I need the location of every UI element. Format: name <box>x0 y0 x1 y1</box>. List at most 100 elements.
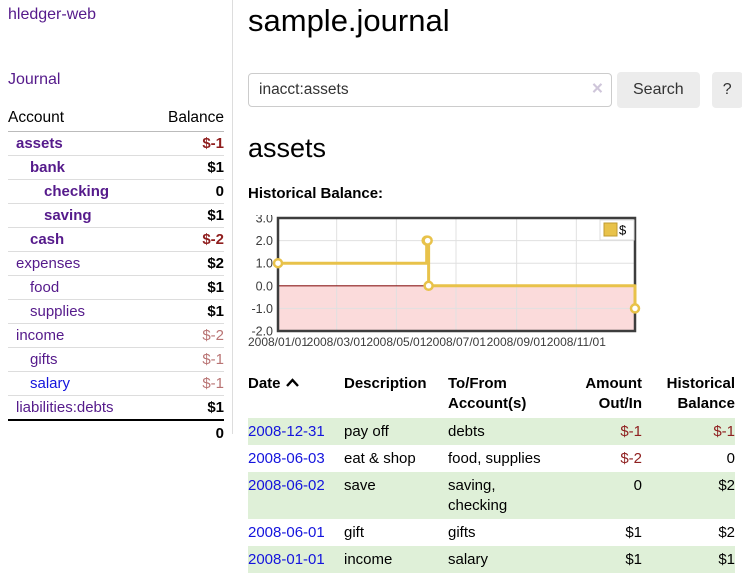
register-row[interactable]: 2008-12-31 pay off debts $-1 $-1 <box>248 418 735 445</box>
amount-cell: 0 <box>633 477 642 494</box>
account-link[interactable]: assets <box>16 135 63 152</box>
svg-text:2008/09/01: 2008/09/01 <box>487 335 547 349</box>
main-content: sample.journal × Search ? assets Histori… <box>233 0 742 573</box>
sidebar-item-journal[interactable]: Journal <box>8 71 61 88</box>
amount-cell: $-2 <box>620 450 642 467</box>
description-cell: pay off <box>344 423 389 440</box>
svg-text:$: $ <box>619 223 627 238</box>
amount-cell: $-1 <box>620 423 642 440</box>
svg-text:3.0: 3.0 <box>256 215 273 226</box>
balance-cell: $2 <box>718 477 735 494</box>
account-link[interactable]: salary <box>30 375 71 392</box>
account-link[interactable]: saving <box>44 207 92 224</box>
account-balance: $1 <box>149 203 224 228</box>
svg-text:-2.0: -2.0 <box>251 325 273 339</box>
amount-cell: $1 <box>625 524 642 541</box>
account-row: supplies $1 <box>8 299 224 324</box>
register-col-header-balance: Historical Balance <box>666 375 735 412</box>
chart-title: Historical Balance: <box>248 185 384 202</box>
accounts-table: Account Balance assets $-1 bank $1 checking 0… <box>8 106 224 445</box>
account-link[interactable]: supplies <box>30 303 86 320</box>
account-link[interactable]: checking <box>44 183 110 200</box>
date-link[interactable]: 2008-06-03 <box>248 450 325 467</box>
register-row[interactable]: 2008-06-02 save saving, checking 0 $2 <box>248 472 735 519</box>
date-link[interactable]: 2008-06-02 <box>248 477 325 494</box>
historical-balance-chart: 3.0 2.0 1.0 0.0 -1.0 -2.02008/01/012008/03/01… <box>248 215 641 349</box>
svg-text:2008/01/01: 2008/01/01 <box>248 335 308 349</box>
account-row: bank $1 <box>8 155 224 180</box>
svg-text:0.0: 0.0 <box>256 279 273 293</box>
date-link[interactable]: 2008-06-01 <box>248 524 325 541</box>
search-form: × Search ? <box>248 72 742 108</box>
date-link[interactable]: 2008-12-31 <box>248 423 325 440</box>
account-row: cash $-2 <box>8 227 224 252</box>
register-col-header-accounts: To/From Account(s) <box>448 375 527 412</box>
chart-container: 3.0 2.0 1.0 0.0 -1.0 -2.0 2008/01/01 2008/03/01… <box>248 215 727 351</box>
description-cell: income <box>344 551 393 568</box>
brand-link[interactable]: hledger-web <box>8 6 97 23</box>
svg-text:2008/11/01: 2008/11/01 <box>547 335 606 349</box>
accounts-col-header-account: Account <box>8 106 150 132</box>
sidebar-nav: Journal <box>8 71 224 89</box>
register-row[interactable]: 2008-06-03 eat & shop food, supplies $-2 0 <box>248 445 735 472</box>
accounts-cell: food, supplies <box>448 450 541 467</box>
page-title: sample.journal <box>248 3 450 38</box>
account-row: saving $1 <box>8 203 224 228</box>
description-cell: save <box>344 477 376 494</box>
account-balance: $1 <box>149 299 224 324</box>
balance-cell: $2 <box>718 524 735 541</box>
account-row: checking 0 <box>8 179 224 204</box>
sort-ascending-icon <box>285 374 300 394</box>
account-link[interactable]: income <box>16 327 65 344</box>
account-balance: $-2 <box>149 323 224 348</box>
account-link[interactable]: food <box>30 279 60 296</box>
accounts-cell: salary <box>448 551 489 568</box>
register-row[interactable]: 2008-01-01 income salary $1 $1 <box>248 546 735 573</box>
balance-cell: 0 <box>726 450 735 467</box>
account-link[interactable]: gifts <box>30 351 58 368</box>
account-balance: $-2 <box>149 227 224 252</box>
svg-text:2008/03/01: 2008/03/01 <box>307 335 367 349</box>
clear-search-icon[interactable]: × <box>591 78 603 100</box>
description-cell: eat & shop <box>344 450 416 467</box>
search-input-wrap: × <box>248 73 612 107</box>
register-col-header-date[interactable]: Date <box>248 372 344 418</box>
account-link[interactable]: expenses <box>16 255 81 272</box>
balance-cell: $1 <box>718 551 735 568</box>
search-button[interactable]: Search <box>617 72 700 108</box>
register-table: Date Description To/From Account(s) Amou… <box>248 372 735 573</box>
account-link[interactable]: bank <box>30 159 66 176</box>
register-col-header-description: Description <box>344 375 427 392</box>
register-row[interactable]: 2008-06-01 gift gifts $1 $2 <box>248 519 735 546</box>
brand: hledger-web <box>8 6 224 24</box>
account-balance: $-1 <box>149 371 224 396</box>
search-input[interactable] <box>248 73 612 107</box>
balance-cell: $-1 <box>713 423 735 440</box>
account-balance: $1 <box>149 155 224 180</box>
account-balance: $1 <box>149 395 224 420</box>
account-row: assets $-1 <box>8 132 224 156</box>
account-row: liabilities:debts $1 <box>8 395 224 420</box>
account-heading: assets <box>248 133 327 163</box>
account-balance: $-1 <box>202 135 224 152</box>
account-balance: $-1 <box>149 347 224 372</box>
account-row: salary $-1 <box>8 371 224 396</box>
account-balance: $2 <box>149 251 224 276</box>
accounts-total-value: 0 <box>8 419 224 445</box>
date-link[interactable]: 2008-01-01 <box>248 551 325 568</box>
account-balance: $1 <box>149 275 224 300</box>
accounts-col-header-balance: Balance <box>149 106 224 132</box>
svg-text:1.0: 1.0 <box>256 257 273 271</box>
account-row: gifts $-1 <box>8 347 224 372</box>
svg-text:2008/07/01: 2008/07/01 <box>426 335 486 349</box>
account-row: expenses $2 <box>8 251 224 276</box>
help-button[interactable]: ? <box>711 72 742 108</box>
description-cell: gift <box>344 524 365 541</box>
account-link[interactable]: cash <box>30 231 65 248</box>
register-col-header-amount: Amount Out/In <box>585 375 642 412</box>
account-link[interactable]: liabilities:debts <box>16 399 114 416</box>
account-balance: 0 <box>149 179 224 204</box>
sidebar: hledger-web Journal Account Balance asse… <box>0 0 233 445</box>
accounts-cell: saving, checking <box>448 477 508 514</box>
